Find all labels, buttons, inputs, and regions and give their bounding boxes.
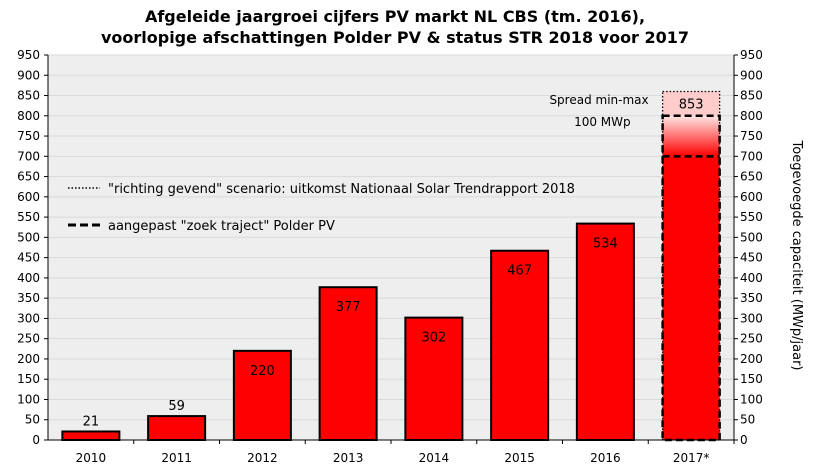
y-tick-label-right: 50	[740, 413, 755, 427]
y-tick-label-left: 50	[25, 413, 40, 427]
y-tick-label-right: 900	[740, 68, 763, 82]
x-tick-label: 2012	[247, 451, 278, 465]
bar	[575, 222, 635, 441]
y-tick-label-right: 350	[740, 291, 763, 305]
x-tick-label: 2015	[504, 451, 535, 465]
y-tick-label-right: 850	[740, 89, 763, 103]
y-tick-label-right: 750	[740, 129, 763, 143]
y-tick-label-left: 600	[17, 190, 40, 204]
x-tick-label: 2017*	[673, 451, 710, 465]
estimate-value-label: 853	[679, 97, 704, 112]
bar	[490, 249, 550, 441]
bar-value-label: 59	[168, 399, 185, 414]
bar	[404, 316, 464, 442]
bar	[662, 156, 720, 440]
y-tick-label-left: 300	[17, 311, 40, 325]
y-tick-label-left: 450	[17, 251, 40, 265]
spread-label-line-2: 100 MWp	[574, 115, 631, 129]
y-tick-label-left: 350	[17, 291, 40, 305]
y-tick-label-left: 0	[32, 433, 40, 447]
estimate-scenario-band	[662, 91, 720, 116]
x-tick-label: 2010	[76, 451, 107, 465]
legend-label: "richting gevend" scenario: uitkomst Nat…	[108, 182, 575, 197]
y-tick-label-left: 900	[17, 68, 40, 82]
y-tick-label-left: 700	[17, 149, 40, 163]
y-tick-label-left: 950	[17, 48, 40, 62]
y-tick-label-left: 650	[17, 170, 40, 184]
y-tick-label-left: 550	[17, 210, 40, 224]
y-tick-label-right: 650	[740, 170, 763, 184]
y-tick-label-right: 300	[740, 311, 763, 325]
bar	[318, 286, 378, 441]
y-tick-label-right: 500	[740, 230, 763, 244]
y-tick-label-right: 950	[740, 48, 763, 62]
y-tick-label-right: 450	[740, 251, 763, 265]
y-tick-label-left: 200	[17, 352, 40, 366]
y-tick-label-left: 400	[17, 271, 40, 285]
y-tick-label-left: 800	[17, 109, 40, 123]
bar-value-label: 377	[336, 300, 361, 315]
bar-value-label: 302	[421, 331, 446, 346]
y-tick-label-left: 100	[17, 392, 40, 406]
bar-value-label: 220	[250, 364, 275, 379]
y-tick-label-left: 850	[17, 89, 40, 103]
y-tick-label-right: 550	[740, 210, 763, 224]
x-tick-label: 2014	[419, 451, 450, 465]
y-tick-label-right: 400	[740, 271, 763, 285]
y-tick-label-right: 250	[740, 332, 763, 346]
chart-title: Afgeleide jaargroei cijfers PV markt NL …	[0, 6, 790, 48]
x-tick-label: 2013	[333, 451, 364, 465]
bar-value-label: 21	[83, 414, 100, 429]
y-tick-label-left: 750	[17, 129, 40, 143]
spread-label-line-1: Spread min-max	[549, 93, 648, 107]
chart-title-line-1: Afgeleide jaargroei cijfers PV markt NL …	[144, 7, 646, 26]
bar	[147, 415, 207, 442]
y-tick-label-right: 700	[740, 149, 763, 163]
y-tick-label-left: 500	[17, 230, 40, 244]
bar	[61, 430, 121, 441]
y-tick-label-right: 200	[740, 352, 763, 366]
y-tick-label-left: 250	[17, 332, 40, 346]
legend-label: aangepast "zoek traject" Polder PV	[108, 219, 335, 234]
y-tick-label-right: 150	[740, 372, 763, 386]
y-tick-label-left: 150	[17, 372, 40, 386]
y-tick-label-right: 100	[740, 392, 763, 406]
y-tick-label-right: 0	[740, 433, 748, 447]
chart-title-line-2: voorlopige afschattingen Polder PV & sta…	[100, 28, 690, 47]
x-tick-label: 2011	[161, 451, 192, 465]
x-tick-label: 2016	[590, 451, 621, 465]
bar-value-label: 534	[593, 237, 618, 252]
y-tick-label-right: 800	[740, 109, 763, 123]
y-tick-label-right: 600	[740, 190, 763, 204]
estimate-spread-band	[662, 115, 720, 157]
y-axis-label: Toegevoegde capaciteit (MWp/jaar)	[789, 140, 804, 371]
bar-value-label: 467	[507, 264, 532, 279]
